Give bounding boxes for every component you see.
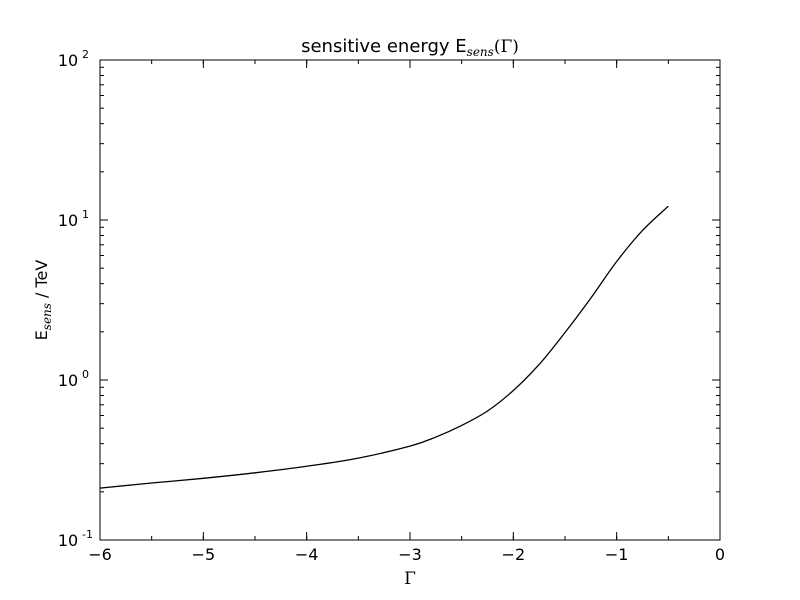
y-tick-label: 10 1 [58,208,89,230]
x-tick-label: 0 [715,545,725,564]
svg-text:10: 10 [58,531,78,550]
axis-ticks [99,59,721,541]
y-tick-label: 10 -1 [58,528,93,550]
plot-frame [99,59,721,541]
x-tick-label: −5 [192,545,216,564]
x-tick-label: −1 [605,545,629,564]
y-tick-label: 10 2 [58,48,89,70]
svg-text:10: 10 [58,371,78,390]
svg-text:0: 0 [82,368,89,381]
x-tick-label: −2 [502,545,526,564]
series-line [99,205,669,489]
data-series [99,205,669,489]
svg-text:2: 2 [82,48,89,61]
x-axis-label: Γ [404,569,416,589]
svg-text:10: 10 [58,211,78,230]
chart-title: sensitive energy Esens(Γ) [301,36,519,59]
svg-text:-1: -1 [82,528,93,541]
svg-text:10: 10 [58,51,78,70]
x-label-text: Γ [404,569,416,589]
y-axis-label: Esens / TeV [32,260,54,341]
x-tick-label: −4 [295,545,319,564]
x-tick-label: −6 [88,545,112,564]
y-tick-label: 10 0 [58,368,89,390]
tick-labels: −6 −5 −4 −3 −2 −1 0 10 -1 10 0 10 1 10 2 [58,48,725,564]
x-tick-label: −3 [398,545,422,564]
svg-text:1: 1 [82,208,89,221]
title-text: sensitive energy Esens(Γ) [301,36,519,59]
y-label-text: Esens / TeV [32,260,54,341]
